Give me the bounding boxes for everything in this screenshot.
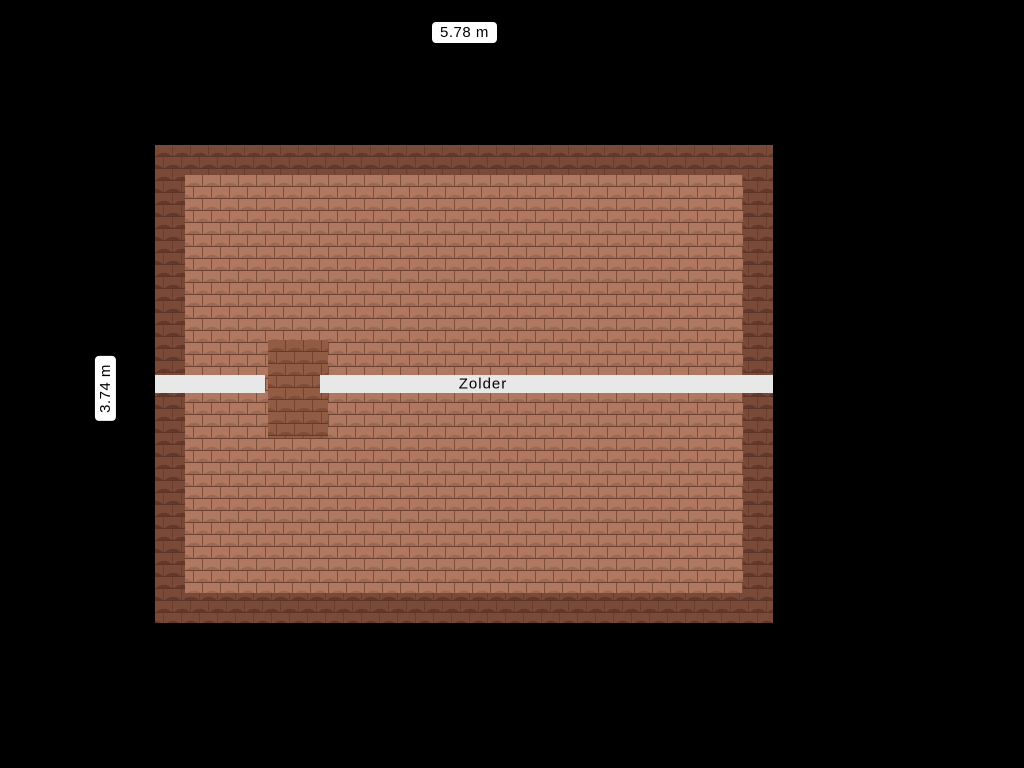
roof-chimney [268,340,328,438]
roof-ridge-right [320,375,773,393]
roof-plan: Zolder [155,145,773,623]
roof-ridge-left [155,375,265,393]
dimension-width-label: 5.78 m [432,22,497,43]
dimension-height-label: 3.74 m [95,356,116,421]
room-label: Zolder [459,376,508,393]
